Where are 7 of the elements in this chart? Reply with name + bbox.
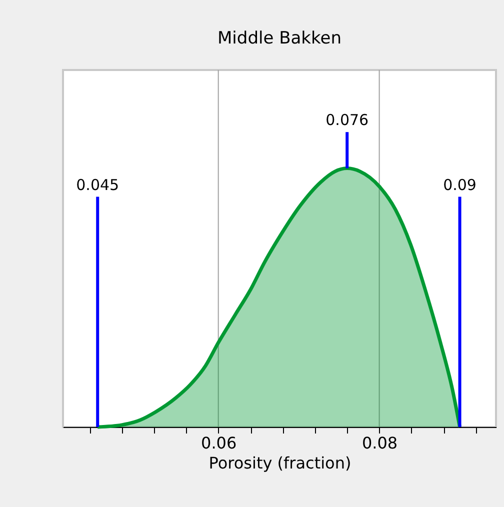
ref-line-label: 0.09 [443, 176, 476, 194]
chart-title: Middle Bakken [218, 28, 342, 48]
ref-line-label: 0.045 [76, 176, 120, 194]
ref-line-label: 0.076 [326, 111, 369, 130]
x-tick-label: 0.08 [362, 434, 398, 452]
x-axis-title: Porosity (fraction) [208, 454, 352, 472]
x-tick-label: 0.06 [201, 434, 237, 452]
